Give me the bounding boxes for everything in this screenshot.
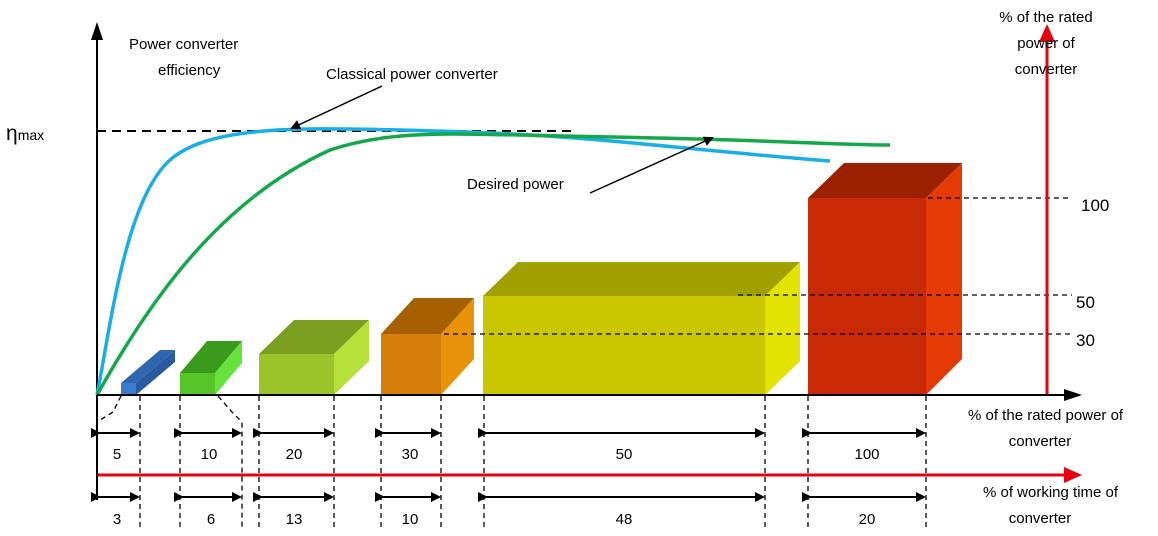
- eta-symbol: η: [6, 122, 18, 145]
- time-value: 13: [286, 511, 303, 528]
- classical-pointer: [290, 85, 383, 130]
- desired-curve: [95, 132, 891, 396]
- eta-subscript: max: [18, 127, 44, 143]
- block-5: [121, 350, 175, 395]
- right-axis-title-line3: converter: [1015, 61, 1078, 78]
- time-value: 48: [616, 511, 633, 528]
- rated-axis-title-line1: % of the rated power of: [968, 407, 1124, 424]
- desired-label: Desired power: [467, 176, 564, 193]
- rated-value: 10: [201, 446, 218, 463]
- time-axis-arrowhead: [1064, 467, 1082, 483]
- desired-pointer: [589, 136, 714, 194]
- separators: [96, 395, 927, 527]
- right-axis-title-line1: % of the rated: [999, 9, 1092, 26]
- block-30: [381, 298, 474, 395]
- time-value: 20: [859, 511, 876, 528]
- rated-value: 100: [854, 446, 879, 463]
- rated-values: 5 10 20 30 50 100: [113, 446, 880, 463]
- classical-curve: [95, 127, 831, 396]
- time-axis-title-line1: % of working time of: [983, 484, 1119, 501]
- right-ticks: 100 50 30: [1076, 196, 1109, 350]
- rated-axis-title-line2: converter: [1009, 433, 1072, 450]
- right-tick-30: 30: [1076, 331, 1095, 350]
- time-value: 10: [402, 511, 419, 528]
- efficiency-label-line1: Power converter: [129, 36, 238, 53]
- rated-value: 30: [402, 446, 419, 463]
- time-axis-title-line2: converter: [1009, 510, 1072, 527]
- time-value: 6: [207, 511, 215, 528]
- rated-value: 50: [616, 446, 633, 463]
- right-axis-arrowhead: [1039, 24, 1055, 42]
- right-tick-50: 50: [1076, 293, 1095, 312]
- time-values: 3 6 13 10 48 20: [113, 511, 876, 528]
- efficiency-label-line2: efficiency: [158, 62, 221, 79]
- annotation-labels: Power converter efficiency Classical pow…: [129, 9, 1124, 527]
- rated-value: 20: [286, 446, 303, 463]
- block-10: [180, 341, 242, 395]
- x-axis-arrowhead: [1064, 389, 1082, 401]
- block-20: [259, 320, 369, 395]
- eta-max-label: ηmax: [6, 122, 44, 145]
- block-50: [483, 262, 800, 395]
- right-tick-100: 100: [1081, 196, 1109, 215]
- classical-label: Classical power converter: [326, 66, 498, 83]
- right-axis-title-line2: power of: [1017, 35, 1075, 52]
- time-value: 3: [113, 511, 121, 528]
- block-100: [808, 163, 962, 395]
- y-axis-arrowhead: [91, 22, 103, 40]
- rated-value: 5: [113, 446, 121, 463]
